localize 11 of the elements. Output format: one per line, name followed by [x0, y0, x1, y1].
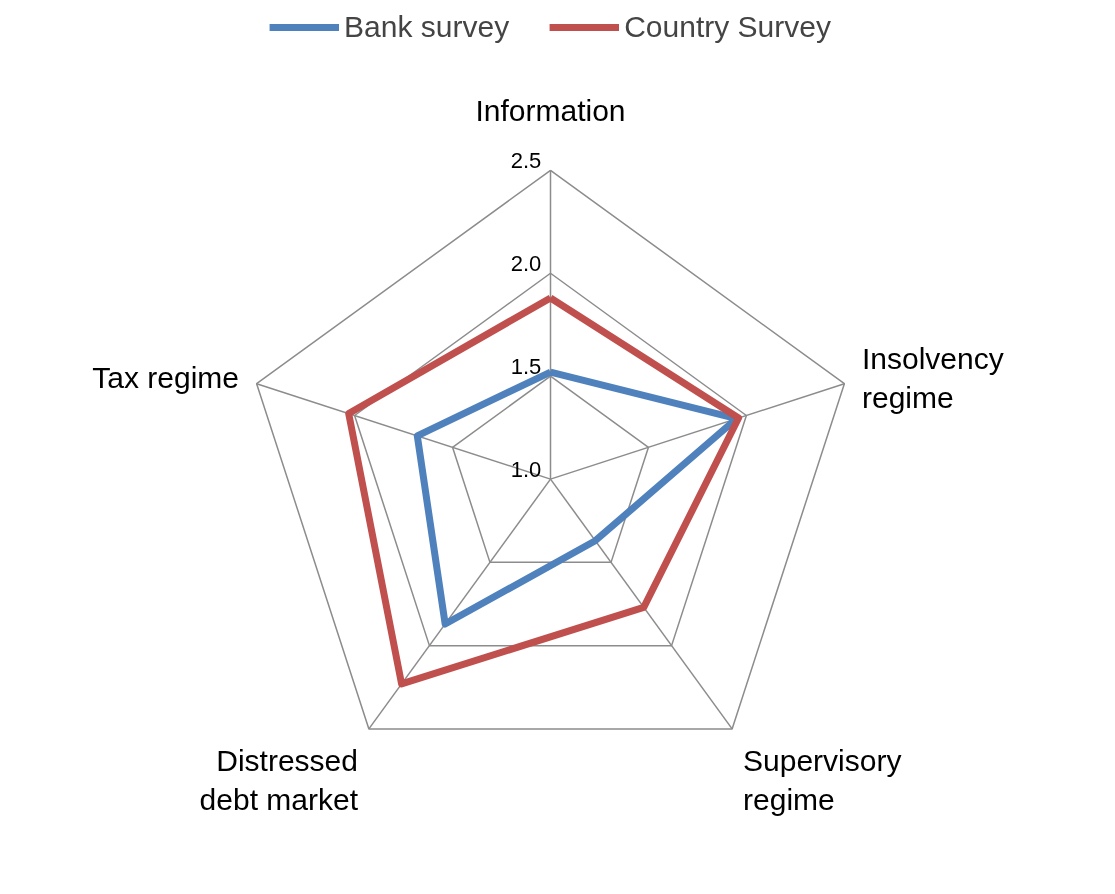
spoke-label: Tax regime: [92, 361, 239, 395]
y-tick-label: 1.5: [510, 353, 542, 379]
spoke-label: Insolvency regime: [862, 341, 1004, 415]
y-tick-label: 2.5: [510, 147, 542, 173]
spoke-label: Supervisory regime: [743, 743, 902, 817]
spoke-label: Distressed debt market: [199, 743, 359, 817]
y-tick-label: 1.0: [510, 456, 542, 482]
y-tick-label: 2.0: [510, 250, 542, 276]
legend-label: Country Survey: [624, 10, 831, 44]
legend-label: Bank survey: [344, 10, 510, 44]
spoke-label: Information: [475, 94, 626, 128]
